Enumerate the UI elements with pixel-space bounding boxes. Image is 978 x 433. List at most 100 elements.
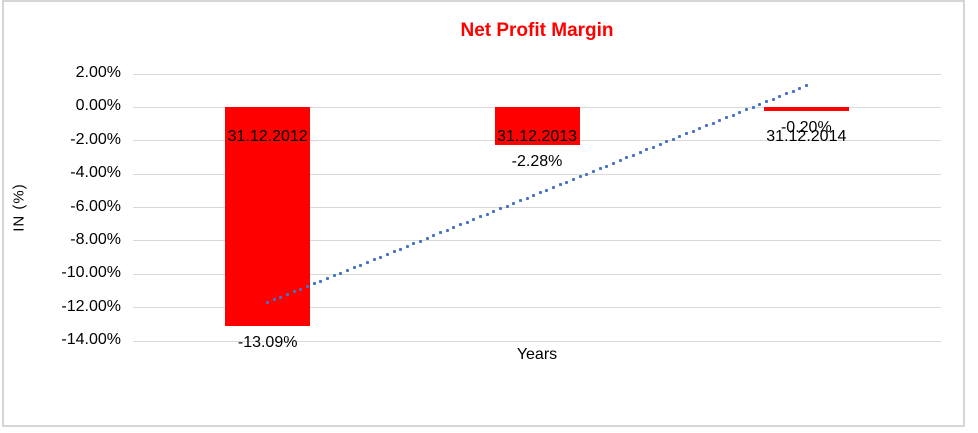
trendline-dot <box>585 172 589 176</box>
bar <box>494 107 580 146</box>
category-label: 31.12.2014 <box>766 128 847 145</box>
trendline-dot <box>425 236 429 240</box>
gridline <box>133 207 941 208</box>
trendline-dot <box>538 191 542 195</box>
trendline-dot <box>319 279 323 283</box>
trendline-dot <box>738 110 742 114</box>
trendline-dot <box>605 164 609 168</box>
trendline-dot <box>352 266 356 270</box>
y-tick-label: -12.00% <box>61 297 121 315</box>
trendline-dot <box>678 135 682 139</box>
trendline-dot <box>552 185 556 189</box>
trendline-dot <box>465 220 469 224</box>
trendline-dot <box>279 295 283 299</box>
trendline-dot <box>485 212 489 216</box>
trendline-dot <box>631 153 635 157</box>
trendline-dot <box>379 255 383 259</box>
trendline-dot <box>711 121 715 125</box>
y-tick-label: -10.00% <box>61 264 121 282</box>
category-label: 31.12.2013 <box>496 128 578 145</box>
trendline-dot <box>545 188 549 192</box>
y-tick-label: -2.00% <box>70 130 121 148</box>
trendline-dot <box>691 129 695 133</box>
trendline-dot <box>385 252 389 256</box>
trendline-dot <box>405 244 409 248</box>
trendline-dot <box>751 105 755 109</box>
y-tick-label: -14.00% <box>61 331 121 348</box>
trendline-dot <box>326 277 330 280</box>
y-tick-label: -6.00% <box>70 197 121 215</box>
trendline-dot <box>505 204 509 208</box>
trendline-dot <box>718 118 722 122</box>
trendline-dot <box>778 94 782 98</box>
trendline-dot <box>365 260 369 264</box>
bar <box>225 107 311 326</box>
trendline-dot <box>359 263 363 267</box>
trendline-dot <box>332 274 336 278</box>
trendline-dot <box>771 97 775 101</box>
trendline-dot <box>459 223 463 227</box>
trendline-dot <box>525 196 529 200</box>
trendline-dot <box>339 271 343 275</box>
trendline-dot <box>725 116 729 120</box>
x-axis-title: Years <box>516 346 558 363</box>
trendline-dot <box>611 161 615 165</box>
chart-title: Net Profit Margin <box>460 20 614 41</box>
trendline-dot <box>518 199 522 203</box>
trendline-dot <box>645 148 649 152</box>
trendline-dot <box>758 102 762 106</box>
trendline-dot <box>512 202 516 206</box>
trendline-dot <box>731 113 735 117</box>
trendline-dot <box>798 86 802 90</box>
trendline-dot <box>638 151 642 155</box>
trendline-dot <box>532 193 536 197</box>
trendline-dot <box>658 143 662 147</box>
trendline-dot <box>498 207 502 211</box>
trendline-dot <box>452 226 456 230</box>
y-tick-label: -8.00% <box>70 230 121 248</box>
trendline-dot <box>412 242 416 246</box>
gridline <box>133 273 941 275</box>
trendline-dot <box>651 145 655 149</box>
gridline <box>133 73 941 75</box>
trendline-dot <box>372 258 376 262</box>
gridline <box>133 240 941 242</box>
trendline-dot <box>266 301 270 305</box>
trendline-dot <box>572 177 576 181</box>
gridline <box>133 340 941 342</box>
y-tick-label: 2.00% <box>75 64 121 81</box>
trendline-dot <box>306 285 310 289</box>
trendline-dot <box>312 282 316 286</box>
y-tick-label: 0.00% <box>75 97 121 115</box>
trendline-dot <box>299 287 303 291</box>
trendline-dot <box>784 92 788 96</box>
trendline-dot <box>698 127 702 131</box>
trendline-dot <box>419 239 423 243</box>
trendline-dot <box>744 108 748 112</box>
gridline <box>133 307 941 309</box>
trendline-dot <box>292 290 296 294</box>
trendline-dot <box>492 210 496 214</box>
trendline-dot <box>671 137 675 141</box>
trendline-dot <box>399 247 403 251</box>
trendline-dot <box>445 228 449 232</box>
trendline-dot <box>565 180 569 184</box>
category-label: 31.12.2012 <box>227 128 308 145</box>
trendline-dot <box>578 175 582 179</box>
trendline-dot <box>598 167 602 171</box>
trendline-dot <box>592 169 596 173</box>
trendline-dot <box>272 298 276 302</box>
y-tick-label: -4.00% <box>70 164 121 182</box>
trendline-dot <box>392 250 396 254</box>
data-label: -0.20% <box>780 118 832 136</box>
trendline-dot <box>439 231 443 235</box>
trendline-dot <box>705 124 709 128</box>
data-label: -13.09% <box>237 333 298 351</box>
trendline-dot <box>472 218 476 222</box>
trendline-dot <box>345 268 349 272</box>
trendline-dot <box>432 234 436 238</box>
trendline-dot <box>618 159 622 163</box>
trendline-dot <box>764 100 768 104</box>
data-label: -2.28% <box>511 153 563 171</box>
gridline <box>133 173 941 175</box>
